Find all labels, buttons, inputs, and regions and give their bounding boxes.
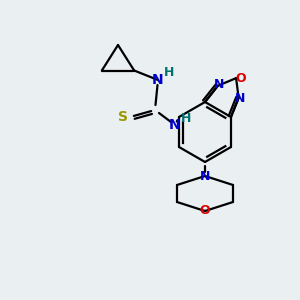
- Text: N: N: [152, 73, 164, 87]
- Text: N: N: [200, 169, 210, 182]
- Text: N: N: [169, 118, 181, 132]
- Text: O: O: [236, 72, 246, 85]
- Text: N: N: [234, 92, 245, 105]
- Text: H: H: [181, 112, 191, 124]
- Text: S: S: [118, 110, 128, 124]
- Text: N: N: [214, 78, 224, 91]
- Text: H: H: [164, 67, 174, 80]
- Text: O: O: [200, 205, 210, 218]
